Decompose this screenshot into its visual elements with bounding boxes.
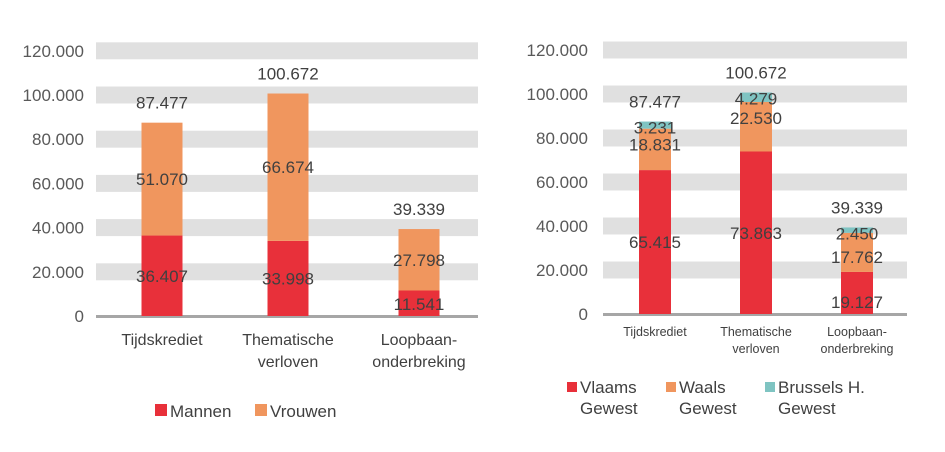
x-category-label: Loopbaan- <box>827 325 887 339</box>
bar-waals-gewest <box>740 101 772 152</box>
legend-item: Mannen <box>155 402 231 421</box>
data-label: 11.541 <box>394 295 445 314</box>
gridline-band <box>603 41 907 59</box>
total-label: 87.477 <box>629 93 681 112</box>
data-label: 4.279 <box>735 90 778 109</box>
legend-label: Vlaams <box>580 378 637 397</box>
y-tick-label: 80.000 <box>536 129 588 148</box>
legend-label: Gewest <box>679 399 737 418</box>
y-tick-label: 120.000 <box>23 42 84 61</box>
y-tick-label: 120.000 <box>527 41 588 60</box>
legend-label: Gewest <box>778 399 836 418</box>
legend-swatch <box>765 382 775 392</box>
bar-vrouwen <box>398 229 440 291</box>
y-tick-label: 40.000 <box>32 219 84 238</box>
x-category-label: verloven <box>258 354 318 371</box>
data-label: 19.127 <box>831 293 883 312</box>
bar-vlaams-gewest <box>639 170 671 314</box>
legend-swatch <box>666 382 676 392</box>
legend-label: Vrouwen <box>270 402 336 421</box>
legend-swatch <box>155 404 167 416</box>
y-tick-label: 0 <box>579 305 588 324</box>
x-category-label: Loopbaan- <box>381 332 458 349</box>
bar-mannen <box>398 290 440 316</box>
y-tick-label: 80.000 <box>32 130 84 149</box>
chart-2: 0 20.000 40.000 60.000 80.000 100.000 120.000 6… <box>527 41 907 418</box>
total-label: 39.339 <box>831 198 883 217</box>
legend-label: Brussels H. <box>778 378 865 397</box>
data-label: 2.450 <box>836 224 879 243</box>
bar-brussels-h-gewest <box>740 92 772 102</box>
bar-mannen <box>141 235 183 316</box>
data-label: 66.674 <box>262 158 314 177</box>
x-axis-line <box>96 315 478 318</box>
data-label: 3.231 <box>634 119 677 138</box>
data-label: 73.863 <box>730 224 782 243</box>
bar-vrouwen <box>267 93 309 241</box>
y-tick-label: 40.000 <box>536 217 588 236</box>
y-tick-label: 60.000 <box>32 174 84 193</box>
data-label: 65.415 <box>629 233 681 252</box>
legend-item: Vlaams Gewest <box>567 378 638 418</box>
data-label: 22.530 <box>730 109 782 128</box>
data-label: 17.762 <box>831 248 883 267</box>
x-category-label: onderbreking <box>372 354 465 371</box>
x-category-label: verloven <box>732 342 779 356</box>
legend-label: Gewest <box>580 399 638 418</box>
bar-vrouwen <box>141 122 183 236</box>
legend-item: Waals Gewest <box>666 378 737 418</box>
x-category-label: Thematische <box>242 332 334 349</box>
x-category-label: Thematische <box>720 325 792 339</box>
bar-vlaams-gewest <box>841 271 873 314</box>
bar-brussels-h-gewest <box>841 227 873 233</box>
data-label: 51.070 <box>136 170 188 189</box>
bar-waals-gewest <box>841 232 873 272</box>
gridline-band <box>96 42 478 60</box>
total-label: 100.672 <box>725 64 786 83</box>
data-label: 33.998 <box>262 269 314 288</box>
legend-swatch <box>255 404 267 416</box>
legend-label: Mannen <box>170 402 231 421</box>
legend-item: Vrouwen <box>255 402 336 421</box>
bar-vlaams-gewest <box>740 151 772 314</box>
y-tick-label: 60.000 <box>536 173 588 192</box>
data-label: 36.407 <box>136 267 188 286</box>
data-label: 27.798 <box>393 251 445 270</box>
x-axis-line <box>603 313 907 316</box>
y-tick-label: 20.000 <box>32 263 84 282</box>
x-category-label: Tijdskrediet <box>623 325 687 339</box>
y-tick-label: 0 <box>75 307 84 326</box>
bar-waals-gewest <box>639 128 671 171</box>
bar-mannen <box>267 240 309 316</box>
legend-item: Brussels H. Gewest <box>765 378 865 418</box>
legend-label: Waals <box>679 378 726 397</box>
y-tick-label: 20.000 <box>536 261 588 280</box>
x-category-label: onderbreking <box>821 342 894 356</box>
legend-swatch <box>567 382 577 392</box>
total-label: 100.672 <box>257 65 318 84</box>
chart-1: 0 20.000 40.000 60.000 80.000 100.000 120.000 3… <box>23 42 478 421</box>
bar-brussels-h-gewest <box>639 121 671 129</box>
x-category-label: Tijdskrediet <box>121 332 203 349</box>
y-tick-label: 100.000 <box>23 86 84 105</box>
y-tick-label: 100.000 <box>527 85 588 104</box>
data-label: 18.831 <box>629 136 681 155</box>
total-label: 39.339 <box>393 200 445 219</box>
total-label: 87.477 <box>136 94 188 113</box>
